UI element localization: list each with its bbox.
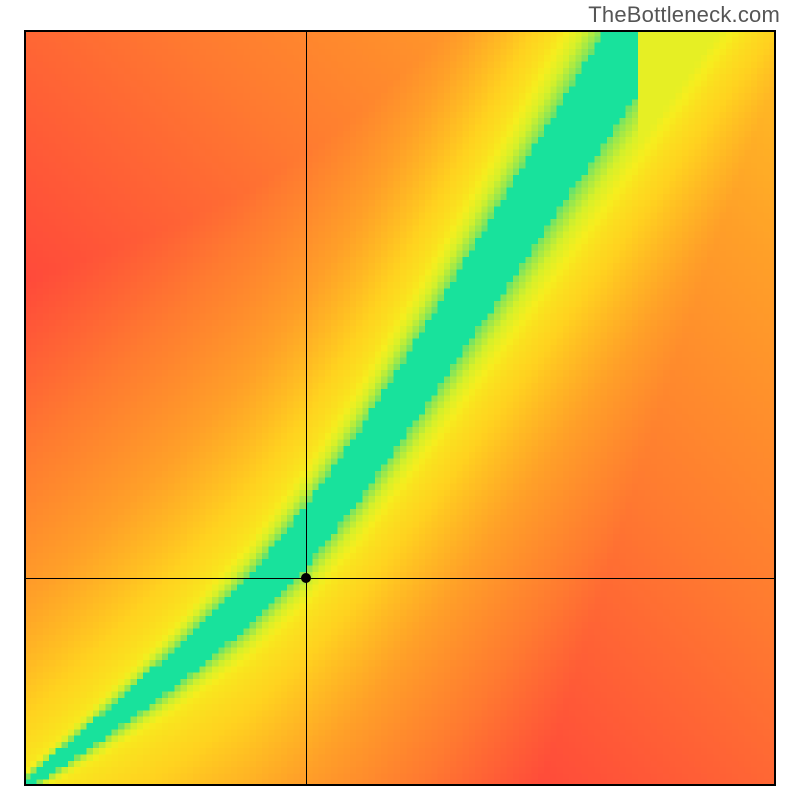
watermark-text: TheBottleneck.com bbox=[588, 2, 780, 28]
crosshair-vertical bbox=[306, 30, 307, 786]
crosshair-horizontal bbox=[24, 578, 776, 579]
heatmap-canvas bbox=[24, 30, 776, 786]
chart-container: TheBottleneck.com bbox=[0, 0, 800, 800]
heatmap-plot bbox=[24, 30, 776, 786]
